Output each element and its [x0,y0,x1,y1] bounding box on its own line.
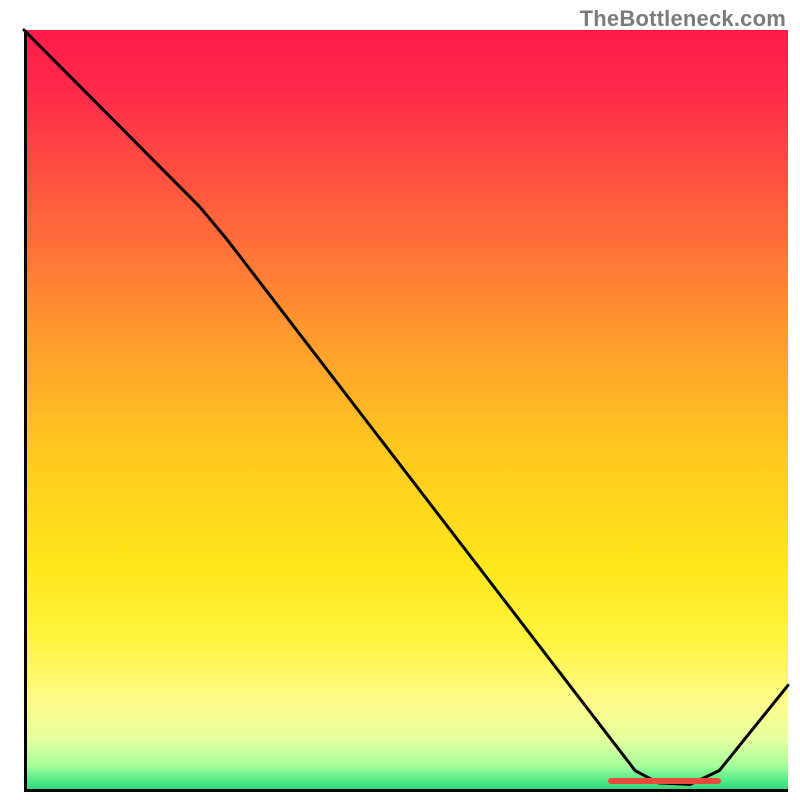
plot [24,30,788,792]
y-axis [24,30,27,792]
chart-stage: TheBottleneck.com [0,0,800,800]
plot-area [24,30,788,792]
bottleneck-curve-path [24,30,788,784]
x-axis [24,789,788,792]
bottleneck-curve [24,30,788,792]
watermark-text: TheBottleneck.com [580,6,786,32]
optimal-band-marker [608,778,720,784]
